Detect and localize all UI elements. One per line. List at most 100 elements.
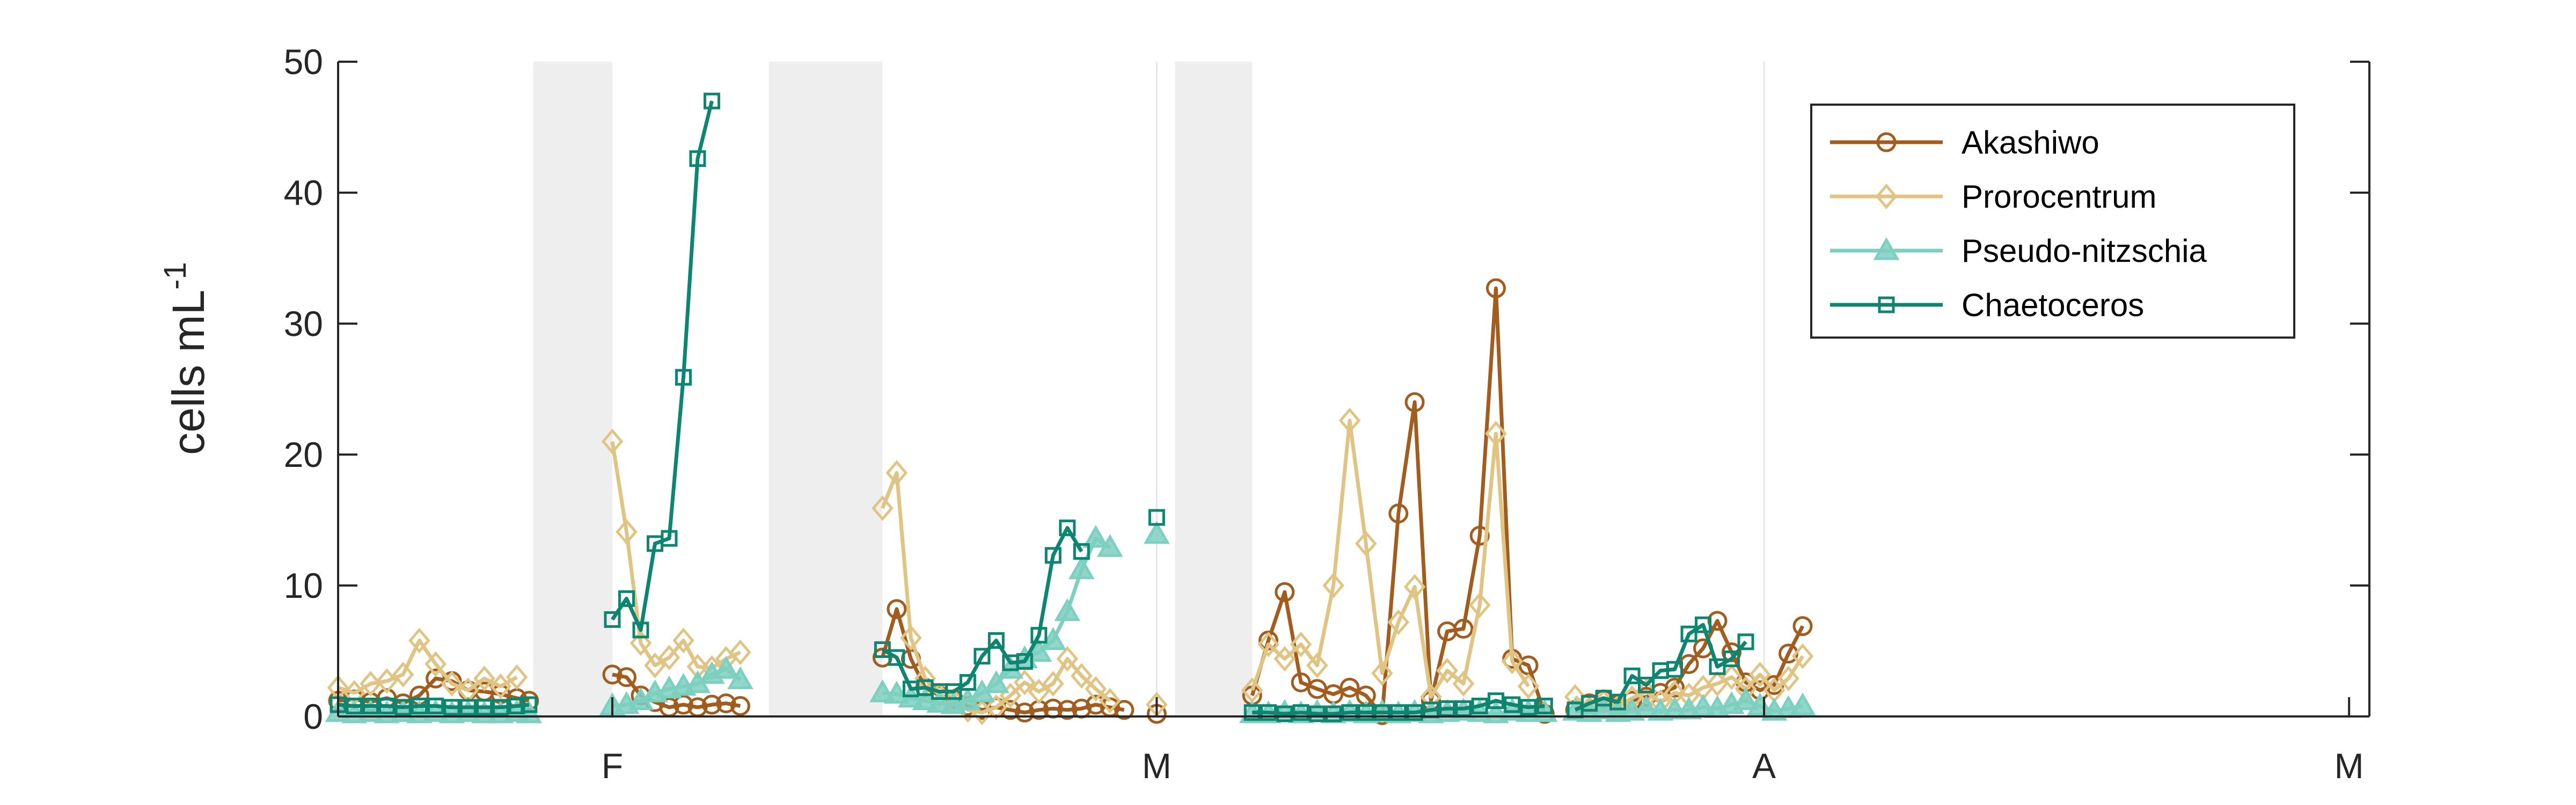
x-tick-label: F — [602, 746, 623, 786]
data-point-chaetoceros — [1737, 633, 1754, 650]
data-point-pseudo-nitzschia — [983, 670, 1009, 693]
x-tick-label: M — [2334, 746, 2364, 786]
x-tick-label: A — [1752, 746, 1776, 786]
data-point-prorocentrum — [1056, 646, 1079, 672]
data-point-prorocentrum — [1403, 574, 1426, 600]
data-point-prorocentrum — [1436, 657, 1458, 684]
data-point-prorocentrum — [1290, 631, 1312, 657]
data-point-akashiwo — [1291, 672, 1311, 693]
data-point-chaetoceros — [1030, 627, 1048, 644]
data-point-pseudo-nitzschia — [1499, 698, 1526, 721]
data-point-prorocentrum — [1355, 531, 1377, 557]
data-point-prorocentrum — [1387, 609, 1410, 635]
legend-marker-akashiwo — [1876, 132, 1897, 152]
legend-label-prorocentrum: Prorocentrum — [1962, 179, 2156, 215]
data-point-akashiwo — [701, 694, 722, 715]
data-point-pseudo-nitzschia — [869, 679, 896, 702]
data-point-chaetoceros — [427, 697, 444, 714]
data-point-prorocentrum — [1085, 676, 1107, 702]
data-point-akashiwo — [1453, 619, 1474, 639]
data-point-akashiwo — [1485, 278, 1506, 298]
shaded-period-3 — [1175, 62, 1253, 716]
data-point-akashiwo — [1340, 677, 1360, 698]
data-point-pseudo-nitzschia — [727, 666, 753, 690]
data-point-chaetoceros — [459, 699, 477, 716]
data-point-prorocentrum — [885, 460, 908, 486]
data-point-chaetoceros — [508, 697, 525, 714]
data-point-chaetoceros — [1073, 543, 1090, 560]
data-point-chaetoceros — [987, 632, 1005, 649]
data-point-prorocentrum — [1014, 669, 1036, 696]
data-point-akashiwo — [1792, 616, 1813, 636]
data-point-chaetoceros — [1357, 704, 1374, 721]
data-point-chaetoceros — [1666, 661, 1684, 678]
data-point-chaetoceros — [1406, 704, 1423, 721]
series-line-chaetoceros-5 — [1252, 699, 1545, 716]
y-tick-label: 10 — [284, 566, 323, 605]
data-point-pseudo-nitzschia — [1590, 696, 1617, 720]
legend: Akashiwo Prorocentrum Pseudo-nitzschia Chae… — [1810, 104, 2295, 339]
shaded-periods — [533, 62, 1253, 716]
y-tick-label: 0 — [303, 697, 323, 736]
y-tick-label: 50 — [284, 42, 323, 82]
data-point-prorocentrum — [1028, 678, 1050, 705]
legend-label-pseudo-nitzschia: Pseudo-nitzschia — [1962, 233, 2207, 269]
data-point-prorocentrum — [616, 519, 638, 545]
data-point-akashiwo — [1707, 611, 1728, 631]
data-point-prorocentrum — [1777, 665, 1799, 692]
data-point-akashiwo — [1404, 392, 1425, 412]
data-point-chaetoceros — [661, 530, 678, 547]
data-point-prorocentrum — [376, 668, 398, 694]
data-point-chaetoceros — [888, 649, 905, 666]
data-point-chaetoceros — [675, 369, 692, 386]
legend-label-chaetoceros: Chaetoceros — [1962, 287, 2144, 323]
data-point-chaetoceros — [1504, 696, 1521, 713]
series-line-prorocentrum-1 — [337, 638, 518, 695]
x-tick-label: M — [1142, 746, 1172, 786]
data-point-pseudo-nitzschia — [912, 687, 939, 711]
data-point-chaetoceros — [346, 697, 363, 714]
data-point-chaetoceros — [394, 699, 412, 716]
data-point-chaetoceros — [521, 696, 538, 713]
data-point-chaetoceros — [1520, 699, 1537, 716]
data-point-chaetoceros — [689, 150, 706, 167]
data-point-chaetoceros — [1308, 705, 1326, 722]
y-axis-title-text: cells mL — [163, 290, 214, 455]
data-point-pseudo-nitzschia — [1054, 598, 1081, 621]
data-point-chaetoceros — [1623, 667, 1641, 684]
data-point-akashiwo — [602, 664, 623, 685]
legend-marker-chaetoceros — [1878, 296, 1895, 313]
data-point-pseudo-nitzschia — [1040, 627, 1066, 650]
legend-marker-prorocentrum — [1875, 184, 1898, 209]
data-point-chaetoceros — [1695, 616, 1712, 633]
y-tick-label: 40 — [284, 173, 323, 213]
data-point-chaetoceros — [1292, 704, 1309, 721]
series-chaetoceros — [330, 92, 1754, 722]
series-line-chaetoceros-1 — [338, 702, 530, 709]
series-line-akashiwo-2 — [612, 672, 741, 709]
data-point-chaetoceros — [604, 611, 621, 628]
data-point-prorocentrum — [644, 652, 666, 678]
data-point-chaetoceros — [1471, 697, 1488, 714]
data-point-prorocentrum — [1468, 592, 1491, 618]
y-axis-ticks: 0 10 20 30 40 50 — [284, 42, 2369, 736]
data-point-chaetoceros — [1243, 704, 1261, 721]
data-point-prorocentrum — [1306, 652, 1328, 678]
data-point-chaetoceros — [1373, 704, 1391, 721]
data-point-prorocentrum — [1338, 407, 1361, 434]
data-point-chaetoceros — [1536, 697, 1553, 714]
data-point-pseudo-nitzschia — [1690, 693, 1716, 717]
data-point-akashiwo — [1469, 525, 1490, 546]
data-point-chaetoceros — [1148, 509, 1165, 526]
shaded-period-2 — [769, 62, 883, 716]
data-point-chaetoceros — [945, 683, 962, 700]
data-point-prorocentrum — [1749, 662, 1771, 687]
data-point-chaetoceros — [1260, 704, 1277, 721]
data-point-pseudo-nitzschia — [713, 656, 740, 679]
data-point-pseudo-nitzschia — [1789, 692, 1816, 715]
data-point-prorocentrum — [392, 662, 414, 687]
data-point-prorocentrum — [658, 645, 680, 671]
data-point-prorocentrum — [1071, 663, 1093, 689]
data-point-akashiwo — [1275, 582, 1295, 602]
